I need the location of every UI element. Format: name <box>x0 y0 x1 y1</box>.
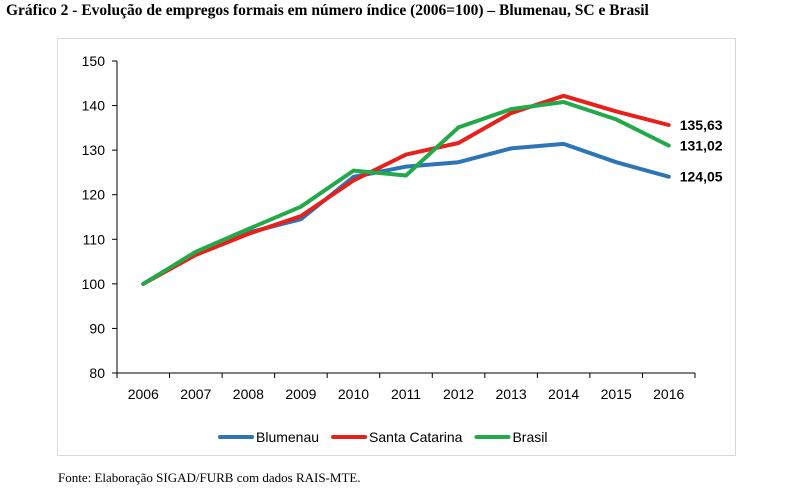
y-tick-label: 110 <box>83 231 106 247</box>
page-title: Gráfico 2 - Evolução de empregos formais… <box>6 2 649 19</box>
end-labels: 124,05 135,63 131,02 <box>680 117 723 185</box>
legend-label-santa-catarina: Santa Catarina <box>369 429 463 445</box>
end-label-santa-catarina: 135,63 <box>680 117 723 133</box>
y-tick-label: 90 <box>89 320 105 336</box>
x-tick-label: 2010 <box>338 386 369 402</box>
x-tick-label: 2014 <box>548 386 579 402</box>
x-tick-label: 2011 <box>391 386 421 402</box>
legend: Blumenau Santa Catarina Brasil <box>218 429 547 445</box>
x-tick-label: 2009 <box>285 386 316 402</box>
y-tick-label: 140 <box>82 98 106 114</box>
y-tick-label: 80 <box>89 365 105 381</box>
series-lines <box>141 93 671 286</box>
x-tick-label: 2015 <box>601 386 632 402</box>
x-tick-label: 2007 <box>180 386 211 402</box>
series-line-blumenau <box>141 141 671 286</box>
axes: 80 90 100 110 120 130 140 150 2006 2007 2008 2009 20… <box>82 53 696 402</box>
x-tick-label: 2008 <box>233 386 264 402</box>
end-label-brasil: 131,02 <box>680 138 723 154</box>
y-tick-label: 150 <box>82 53 106 69</box>
legend-label-brasil: Brasil <box>512 429 547 445</box>
y-tick-label: 100 <box>82 276 106 292</box>
series-line-brasil <box>141 100 671 286</box>
end-label-blumenau: 124,05 <box>680 169 723 185</box>
y-tick-label: 130 <box>82 142 106 158</box>
y-tick-label: 120 <box>82 187 106 203</box>
line-chart: 80 90 100 110 120 130 140 150 2006 2007 2008 2009 20… <box>82 53 723 445</box>
x-tick-label: 2006 <box>128 386 159 402</box>
legend-label-blumenau: Blumenau <box>256 429 319 445</box>
x-tick-label: 2016 <box>653 386 684 402</box>
source-note: Fonte: Elaboração SIGAD/FURB com dados R… <box>58 470 361 485</box>
chart-area: 80 90 100 110 120 130 140 150 2006 2007 2008 2009 20… <box>57 38 736 456</box>
series-line-santa-catarina <box>141 93 671 286</box>
x-tick-label: 2012 <box>443 386 474 402</box>
x-tick-label: 2013 <box>496 386 527 402</box>
